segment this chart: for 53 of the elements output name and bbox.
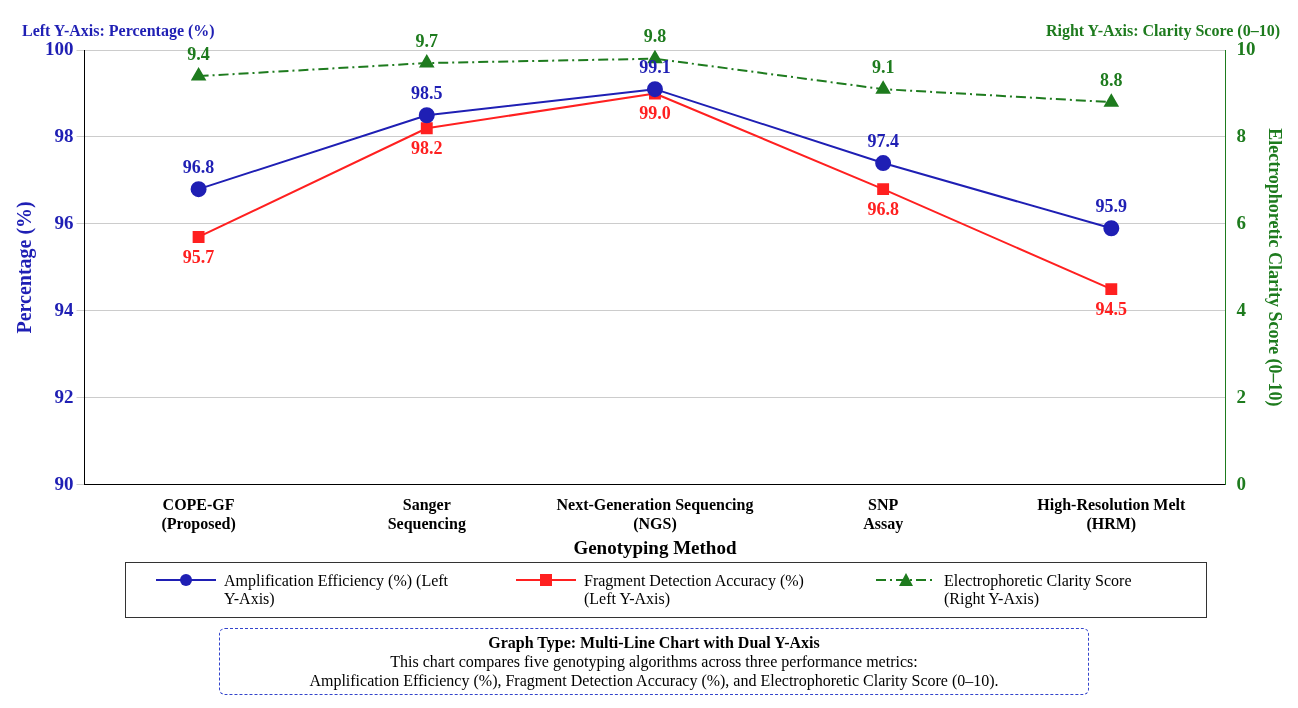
y-tick-label: 90	[54, 472, 74, 494]
point	[191, 68, 206, 81]
data-label: 99.1	[639, 56, 671, 77]
data-label: 9.7	[415, 30, 439, 51]
point	[1104, 94, 1119, 107]
y-tick-label: 96	[54, 211, 74, 233]
x-tick-label: High-Resolution Melt (HRM)	[1037, 495, 1186, 533]
point	[419, 55, 434, 68]
data-label: 96.8	[182, 156, 215, 177]
data-label: 96.8	[867, 198, 899, 219]
y-axis-title: Percentage (%)	[13, 201, 37, 334]
data-label: 9.1	[871, 56, 895, 77]
y2-axis-title: Electrophoretic Clarity Score (0–10)	[1263, 128, 1285, 407]
legend-label: Amplification Efficiency (%) (Left Y-Axis)	[224, 572, 450, 608]
legend-label: Electrophoretic Clarity Score (Right Y-Axis)	[944, 572, 1133, 608]
point	[877, 183, 890, 196]
text: Graph Type: Multi-Line Chart with Dual Y-Axis	[487, 633, 821, 652]
y-tick-label: 94	[54, 298, 74, 320]
data-label: 9.4	[187, 43, 210, 64]
text: Right Y-Axis: Clarity Score (0–10)	[1045, 22, 1280, 41]
data-label: 9.8	[643, 26, 667, 47]
y2-tick-label: 0	[1236, 472, 1246, 494]
point	[875, 155, 892, 172]
point	[192, 231, 205, 243]
y2-tick-label: 8	[1236, 124, 1246, 146]
data-label: 98.5	[411, 82, 443, 103]
x-axis-title: Genotyping Method	[573, 536, 737, 558]
data-label: 95.7	[182, 246, 215, 267]
data-label: 97.4	[867, 130, 899, 151]
x-tick-label: Next-Generation Sequencing (NGS)	[556, 495, 754, 533]
point	[646, 81, 663, 98]
point	[876, 81, 891, 94]
data-label: 98.2	[411, 137, 443, 158]
point	[420, 122, 433, 135]
point	[190, 181, 207, 198]
point	[1105, 283, 1118, 296]
data-label: 95.9	[1095, 195, 1128, 216]
text: This chart compares five genotyping algorithms across three performance metrics:	[389, 652, 919, 671]
text: Amplification Efficiency (%), Fragment Detection Accuracy (%), and Electrophoretic Clarity Score (0–10).	[308, 671, 1000, 690]
y2-tick-label: 2	[1236, 385, 1246, 407]
legend-label: Fragment Detection Accuracy (%) (Left Y-Axis)	[584, 572, 805, 608]
y2-tick-label: 4	[1236, 298, 1247, 320]
x-tick-label: SNP Assay	[863, 495, 904, 533]
x-tick-label: COPE-GF (Proposed)	[161, 495, 236, 533]
y2-tick-label: 6	[1236, 211, 1246, 233]
x-tick-label: Sanger Sequencing	[387, 495, 466, 533]
data-label: 99.0	[639, 103, 671, 124]
point	[418, 107, 435, 124]
data-label: 94.5	[1095, 298, 1128, 319]
data-label: 8.8	[1100, 69, 1123, 90]
y-tick-label: 98	[54, 124, 74, 146]
point	[1103, 220, 1120, 237]
y-tick-label: 92	[54, 385, 74, 407]
